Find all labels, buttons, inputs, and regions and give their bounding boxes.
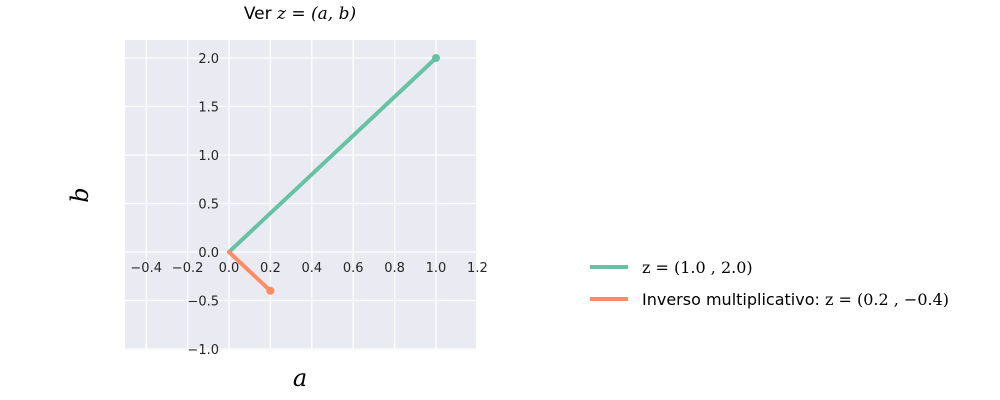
x-tick-label: 0.8 (384, 261, 405, 276)
legend-label-series-1: z = (1.0 , 2.0) (642, 258, 753, 277)
x-tick-label: 0.4 (301, 261, 322, 276)
y-tick-label: 0.5 (198, 198, 219, 213)
y-tick-labels: −1.0 −0.5 0.0 0.5 1.0 1.5 2.0 (187, 52, 219, 358)
x-tick-label: 1.0 (426, 261, 447, 276)
y-tick-label: −0.5 (187, 295, 219, 310)
x-tick-label: 0.2 (260, 261, 281, 276)
y-tick-label: 1.0 (198, 149, 219, 164)
legend-label-series-2: Inverso multiplicativo: z = (0.2 , −0.4) (642, 290, 949, 309)
series-1-point (432, 54, 440, 62)
series-2-line (227, 250, 273, 293)
series-1-line (227, 56, 438, 254)
plot-background (125, 40, 476, 350)
x-tick-label: 0.6 (343, 261, 364, 276)
x-tick-label: −0.4 (130, 261, 162, 276)
y-tick-label: 1.5 (198, 101, 219, 116)
legend-label-series-2-plain: Inverso multiplicativo: (642, 290, 825, 309)
x-tick-label: −0.2 (172, 261, 204, 276)
x-tick-label: 1.2 (467, 261, 488, 276)
legend-label-series-1-math: z = (1.0 , 2.0) (642, 258, 753, 277)
y-tick-label: 2.0 (198, 52, 219, 67)
chart-title: Ver z = (a, b) (244, 4, 356, 24)
chart-title-math: z = (a, b) (276, 4, 356, 24)
legend-label-series-2-math: z = (0.2 , −0.4) (825, 290, 949, 309)
legend: z = (1.0 , 2.0) Inverso multiplicativo: … (590, 258, 949, 309)
series-group (227, 54, 440, 295)
chart-title-prefix: Ver (244, 4, 277, 24)
x-tick-labels: −0.4 −0.2 0.0 0.2 0.4 0.6 0.8 1.0 1.2 (130, 261, 487, 276)
y-tick-label: −1.0 (187, 343, 219, 358)
grid (125, 40, 479, 350)
x-tick-label: 0.0 (219, 261, 240, 276)
y-tick-label: 0.0 (198, 246, 219, 261)
x-axis-label: a (293, 364, 307, 392)
y-axis-label: b (66, 187, 94, 202)
series-2-point (266, 286, 275, 295)
